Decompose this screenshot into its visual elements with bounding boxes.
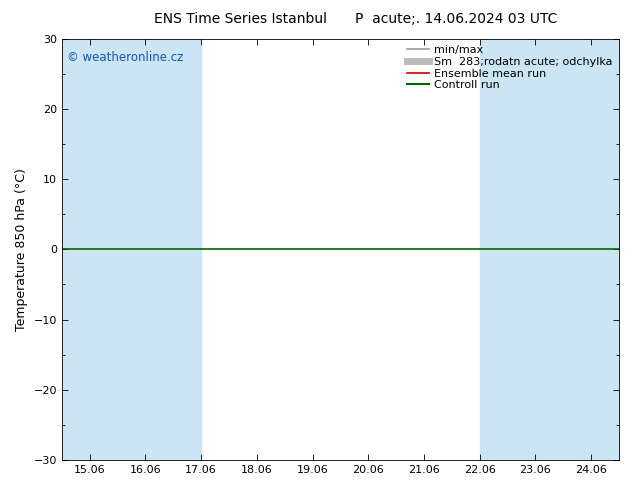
Legend: min/max, Sm  283;rodatn acute; odchylka, Ensemble mean run, Controll run: min/max, Sm 283;rodatn acute; odchylka, … [403, 41, 617, 95]
Bar [480, 39, 619, 460]
Bar [62, 39, 201, 460]
Y-axis label: Temperature 850 hPa (°C): Temperature 850 hPa (°C) [15, 168, 28, 331]
Text: P  acute;. 14.06.2024 03 UTC: P acute;. 14.06.2024 03 UTC [355, 12, 558, 26]
Text: © weatheronline.cz: © weatheronline.cz [67, 51, 184, 64]
Text: ENS Time Series Istanbul: ENS Time Series Istanbul [155, 12, 327, 26]
